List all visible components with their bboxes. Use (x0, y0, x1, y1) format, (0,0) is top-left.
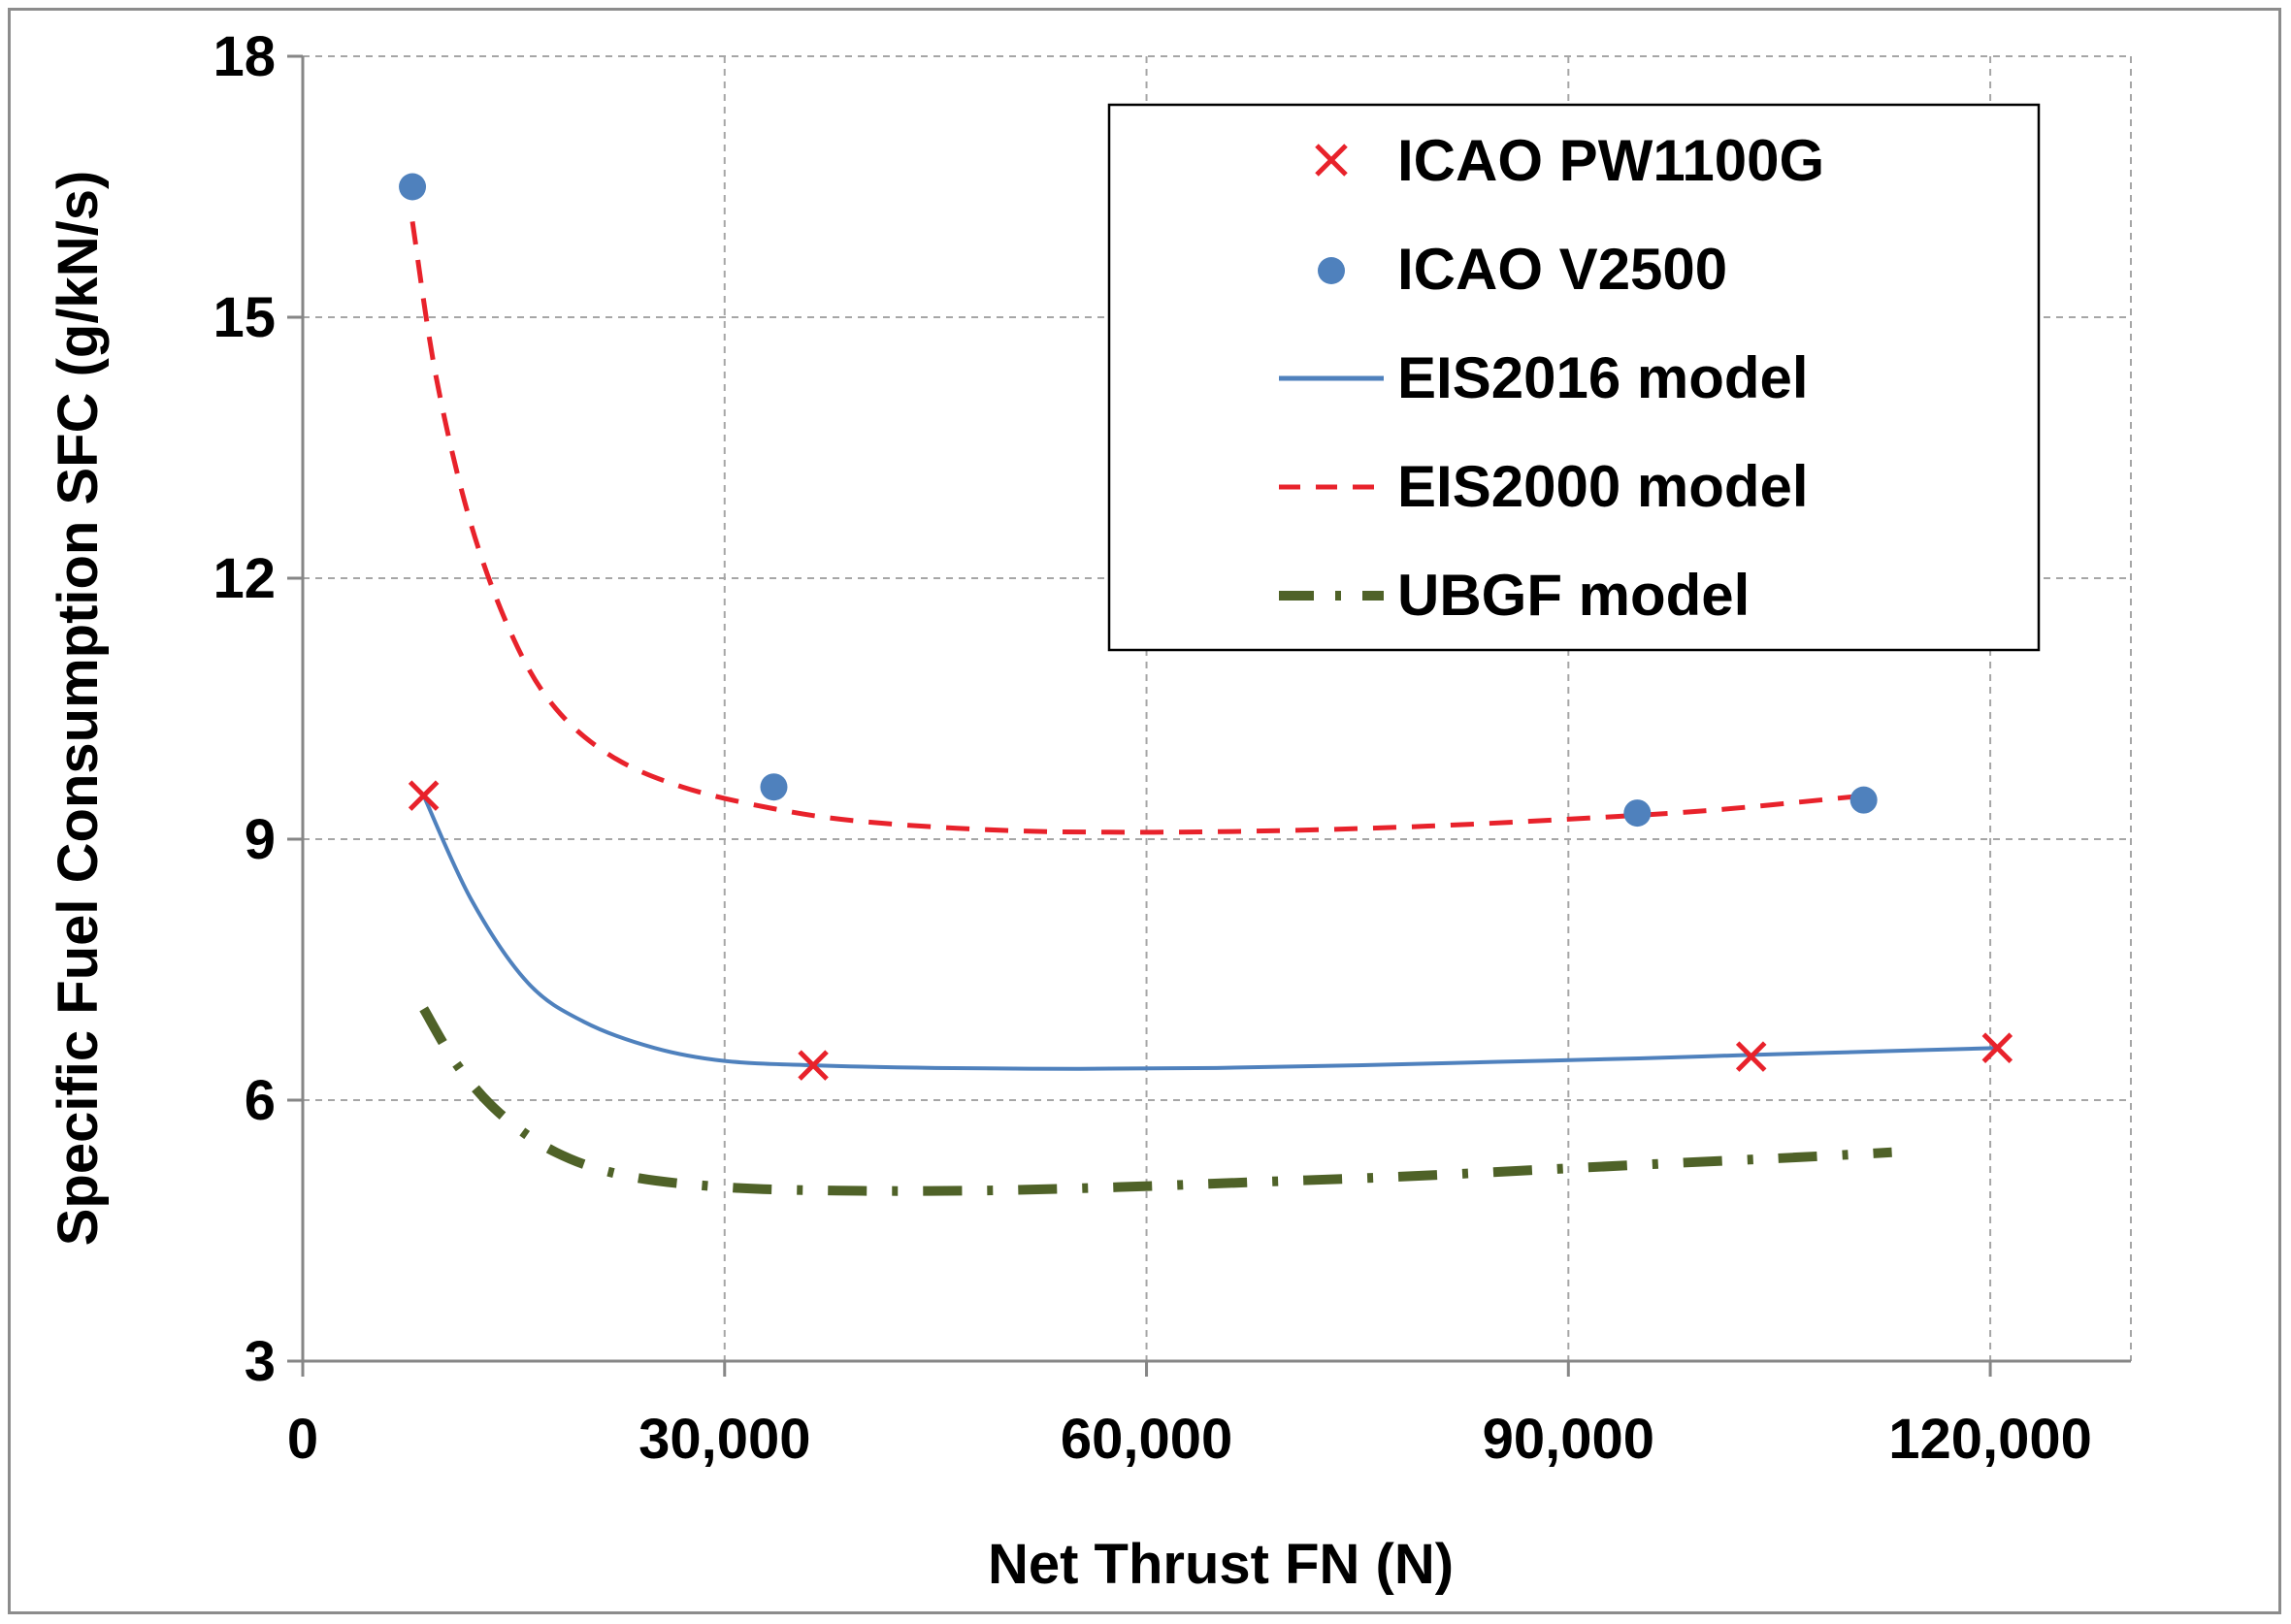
series-line-eis2000-model (409, 220, 1864, 835)
legend-label-ubgf: UBGF model (1397, 563, 1750, 628)
y-tick-label: 18 (213, 25, 276, 88)
series-line-eis2016-model (421, 795, 1998, 1071)
v2500-point (1623, 799, 1652, 828)
x-tick-label: 90,000 (1483, 1408, 1654, 1471)
v2500-point (760, 773, 788, 801)
legend-symbols (1279, 144, 1384, 601)
series-line-ubgf-model (419, 1006, 1892, 1196)
y-tick-label: 12 (213, 547, 276, 610)
x-axis-title: Net Thrust FN (N) (988, 1533, 1454, 1596)
y-tick-label: 3 (245, 1330, 276, 1393)
legend: ICAO PW1100G ICAO V2500 EIS2016 model EI… (1107, 103, 2041, 652)
y-tick-label: 9 (245, 808, 276, 871)
v2500-point (399, 173, 427, 201)
x-tick-label: 120,000 (1888, 1408, 2092, 1471)
legend-symbol-x-icon (1315, 144, 1348, 177)
pw1100g-point (798, 1050, 829, 1081)
legend-symbol-dot-icon (1318, 257, 1345, 284)
x-tick-label: 60,000 (1061, 1408, 1232, 1471)
v2500-point (1849, 786, 1878, 814)
legend-label-eis2000: EIS2000 model (1397, 454, 1809, 519)
pw1100g-point (408, 780, 440, 811)
x-tick-label: 0 (287, 1408, 318, 1471)
y-tick-label: 15 (213, 286, 276, 349)
tick-labels: 3 6 9 12 15 18 0 30,000 60,000 90,000 120,000 (213, 25, 2091, 1471)
y-tick-label: 6 (245, 1069, 276, 1132)
legend-label-v2500: ICAO V2500 (1397, 237, 1727, 302)
pw1100g-point (1981, 1032, 2013, 1063)
legend-label-pw1100g: ICAO PW1100G (1397, 128, 1824, 193)
x-tick-label: 30,000 (638, 1408, 810, 1471)
series-layer (399, 173, 2013, 1196)
legend-box (1107, 103, 2041, 652)
axes (287, 54, 2131, 1377)
legend-label-eis2016: EIS2016 model (1397, 345, 1809, 410)
y-axis-title: Specific Fuel Consumption SFC (g/kN/s) (47, 171, 110, 1247)
pw1100g-point (1735, 1041, 1767, 1072)
